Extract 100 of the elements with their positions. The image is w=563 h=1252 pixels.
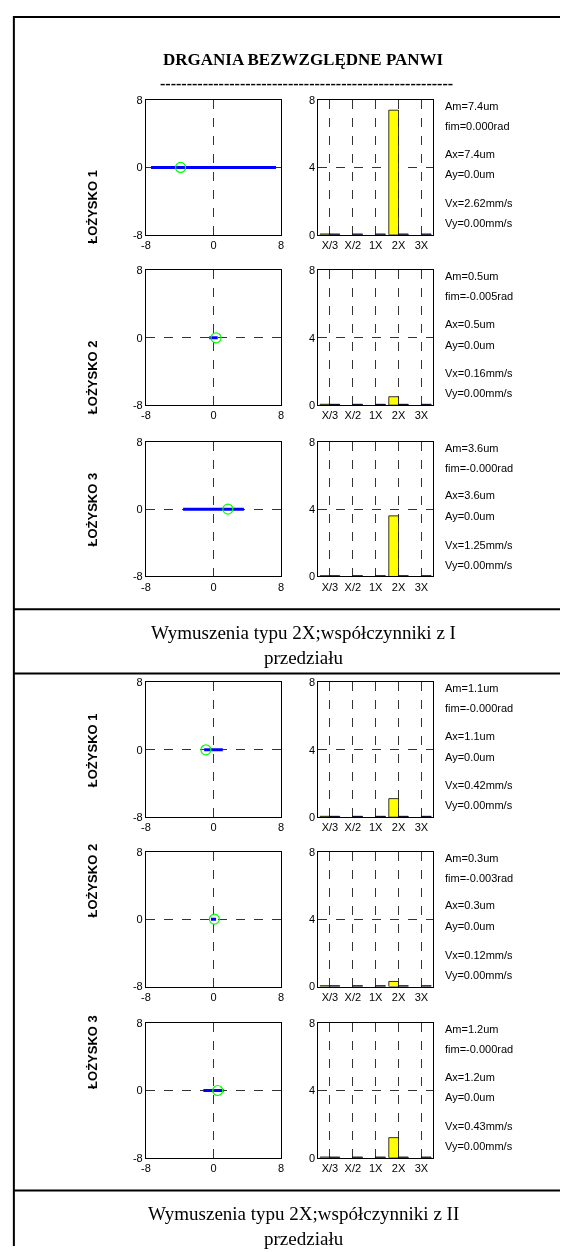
text: Vy=0.00mm/s: [445, 969, 513, 981]
x-tick-label: 1X: [368, 990, 384, 1003]
x-tick-label: 3X: [414, 239, 429, 252]
text: Ay=0.0um: [445, 168, 495, 180]
x-tick-label: 3X: [414, 580, 429, 593]
x-tick-label: X/2: [344, 990, 362, 1003]
x-tick-label: 2X: [391, 821, 406, 834]
text: Ax=1.2um: [445, 1071, 495, 1083]
text: Am=7.4um: [445, 100, 499, 112]
x-tick-label: 8: [277, 990, 285, 1003]
x-tick-label: 3X: [414, 990, 429, 1003]
y-axis-title: ŁOŻYSKO 3: [85, 472, 101, 547]
text: Vx=0.12mm/s: [445, 949, 514, 961]
x-tick-label: 1X: [368, 1162, 384, 1175]
x-tick-label: 2X: [391, 1162, 406, 1175]
text: Ax=0.3um: [445, 899, 495, 911]
y-tick-label: 0: [309, 570, 316, 583]
y-tick-label: -8: [132, 980, 143, 993]
text: Vx=0.43mm/s: [445, 1120, 514, 1132]
y-tick-label: 0: [309, 228, 316, 241]
y-tick-label: 4: [309, 331, 316, 344]
text: Vy=0.00mm/s: [445, 1140, 513, 1152]
text: Ay=0.0um: [445, 339, 495, 351]
y-tick-label: 8: [136, 435, 143, 448]
y-tick-label: 8: [309, 435, 316, 448]
text: Vx=2.62mm/s: [445, 197, 514, 209]
text: Am=0.5um: [445, 270, 499, 282]
x-tick-label: 2X: [391, 409, 406, 422]
x-tick-label: X/2: [344, 409, 362, 422]
text: Ax=0.5um: [445, 318, 495, 330]
text: fim=-0.000rad: [445, 702, 514, 714]
x-tick-label: 8: [277, 821, 285, 834]
text: Ay=0.0um: [445, 920, 495, 932]
text: fim=0.000rad: [445, 120, 510, 132]
y-tick-label: -8: [132, 811, 143, 823]
y-tick-label: 8: [309, 93, 316, 106]
y-tick-label: 0: [136, 743, 143, 756]
y-tick-label: 0: [136, 1084, 143, 1097]
x-tick-label: 0: [210, 239, 217, 252]
x-tick-label: 0: [210, 990, 217, 1003]
text: Vy=0.00mm/s: [445, 799, 513, 811]
y-tick-label: 0: [136, 331, 143, 344]
chart-title: DRGANIA BEZWZGLĘDNE PANWI: [163, 50, 444, 69]
x-tick-label: 0: [210, 409, 217, 422]
y-tick-label: 4: [309, 743, 316, 756]
text: Vx=0.16mm/s: [445, 367, 514, 379]
x-tick-label: 1X: [368, 409, 384, 422]
y-tick-label: 8: [136, 1017, 143, 1030]
x-tick-label: X/3: [321, 1162, 339, 1175]
y-tick-label: 0: [136, 161, 143, 174]
text: Wymuszenia typu 2X;współczynniki z II przedziału: [148, 1203, 460, 1249]
text: Vy=0.00mm/s: [445, 387, 513, 399]
text: Ax=1.1um: [445, 730, 495, 742]
text: Am=3.6um: [445, 442, 499, 454]
x-tick-label: 8: [277, 1162, 285, 1175]
y-axis-title: ŁOŻYSKO 3: [84, 1015, 100, 1089]
text: Am=1.2um: [445, 1023, 499, 1035]
text: Vx=1.25mm/s: [445, 539, 514, 551]
text: Ax=7.4um: [445, 148, 495, 160]
y-tick-label: 8: [309, 1017, 316, 1030]
y-axis-title: ŁOŻYSKO 2: [84, 340, 100, 415]
x-tick-label: 1X: [368, 821, 384, 834]
x-tick-label: 3X: [414, 409, 429, 422]
x-tick-label: 3X: [414, 1162, 429, 1175]
x-tick-label: X/2: [344, 580, 362, 593]
y-tick-label: 0: [309, 811, 316, 823]
text: Ay=0.0um: [445, 1091, 495, 1103]
y-axis-title: ŁOŻYSKO 1: [84, 713, 100, 788]
text: Ay=0.0um: [445, 510, 495, 522]
text: Vy=0.00mm/s: [445, 559, 513, 571]
y-tick-label: -8: [132, 570, 143, 583]
x-tick-label: X/3: [321, 409, 339, 422]
x-tick-label: X/2: [344, 239, 362, 252]
x-tick-label: X/3: [321, 239, 339, 252]
chart-subtitle: -------------------------------------------------------: [160, 75, 454, 92]
x-tick-label: X/2: [344, 1162, 362, 1175]
x-tick-label: 1X: [368, 239, 384, 252]
text: fim=-0.000rad: [445, 1043, 514, 1055]
y-tick-label: -8: [132, 398, 143, 411]
text: Am=0.3um: [445, 852, 499, 864]
x-tick-label: X/3: [321, 580, 339, 593]
y-axis-title: ŁOŻYSKO 1: [84, 170, 100, 244]
y-tick-label: 4: [309, 913, 316, 926]
x-tick-label: 2X: [391, 580, 406, 593]
y-tick-label: 4: [309, 161, 316, 174]
y-tick-label: 8: [136, 264, 143, 277]
text: Ay=0.0um: [445, 751, 495, 763]
x-tick-label: 8: [277, 409, 285, 422]
x-tick-label: X/3: [321, 821, 339, 834]
x-tick-label: 0: [210, 1162, 217, 1175]
y-axis-title: ŁOŻYSKO 2: [85, 843, 101, 918]
y-tick-label: 4: [309, 1084, 316, 1097]
y-tick-label: 4: [309, 502, 316, 515]
x-tick-label: 2X: [391, 990, 406, 1003]
text: fim=-0.000rad: [445, 462, 514, 474]
text: Am=1.1um: [445, 682, 499, 694]
x-tick-label: X/2: [344, 821, 362, 834]
text: Wymuszenia typu 2X;współczynniki z I przedziału: [151, 622, 456, 668]
y-tick-label: 0: [136, 913, 143, 926]
y-tick-label: 0: [309, 980, 316, 993]
